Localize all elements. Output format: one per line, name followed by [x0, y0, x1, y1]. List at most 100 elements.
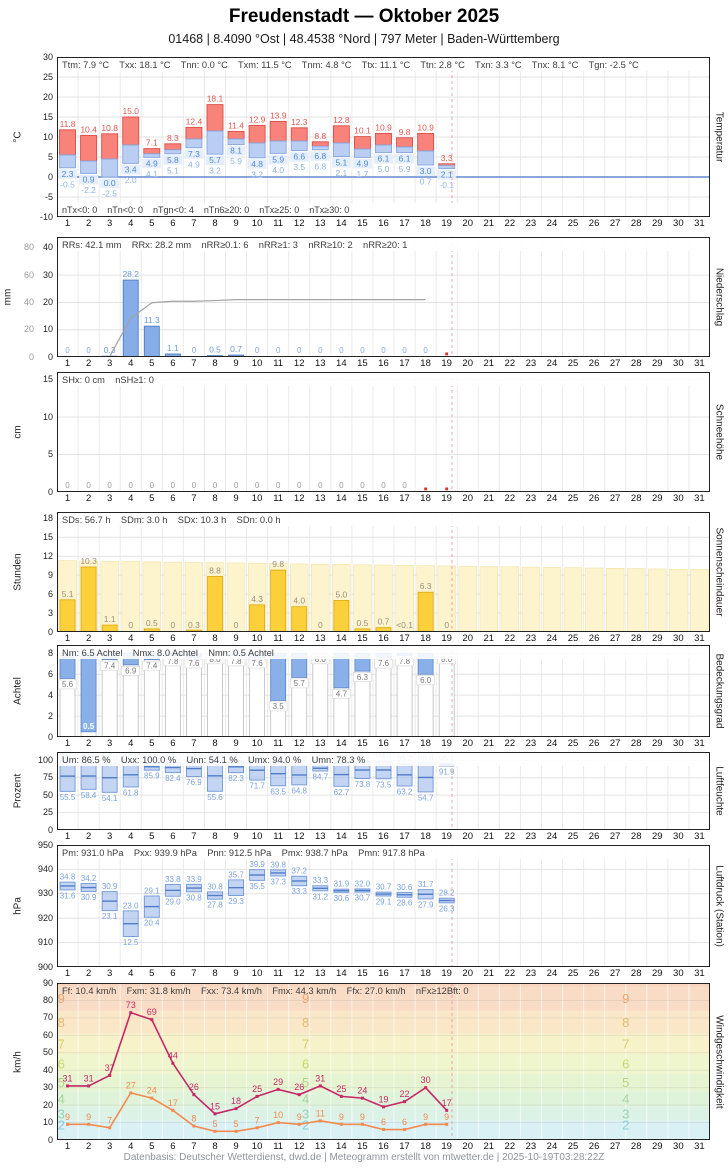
- svg-text:0: 0: [318, 620, 323, 630]
- day-tick: 28: [630, 218, 642, 229]
- svg-text:58.4: 58.4: [81, 791, 97, 800]
- svg-text:54.1: 54.1: [102, 794, 118, 803]
- svg-text:73.5: 73.5: [376, 780, 392, 789]
- y-tick2-niederschlag: 80: [23, 242, 34, 253]
- day-tick: 2: [85, 831, 92, 842]
- day-tick: 2: [85, 738, 92, 749]
- day-tick: 13: [314, 633, 326, 644]
- day-tick: 5: [149, 968, 155, 979]
- svg-text:22: 22: [400, 1089, 410, 1099]
- day-tick: 13: [314, 358, 326, 369]
- svg-text:23.1: 23.1: [102, 912, 118, 921]
- svg-text:19: 19: [378, 1094, 388, 1104]
- y-tick-windgeschwindigkeit: 0: [47, 1134, 53, 1145]
- svg-text:33.3: 33.3: [313, 876, 329, 885]
- day-tick: 25: [567, 633, 579, 644]
- day-tick: 24: [546, 358, 558, 369]
- day-tick: 25: [567, 1141, 579, 1152]
- day-tick: 28: [630, 968, 642, 979]
- svg-text:31.6: 31.6: [60, 891, 76, 900]
- day-tick: 29: [651, 1141, 663, 1152]
- panel-label-sonnenscheindauer: Sonnenscheindauer: [713, 527, 725, 617]
- svg-text:5.6: 5.6: [62, 680, 74, 689]
- svg-text:10.1: 10.1: [354, 126, 371, 136]
- day-tick: 6: [170, 738, 176, 749]
- day-tick: 17: [399, 831, 410, 842]
- day-tick: 7: [191, 738, 197, 749]
- y-tick-sonnenscheindauer: 3: [47, 607, 53, 618]
- day-tick: 15: [357, 358, 368, 369]
- day-tick: 22: [504, 738, 516, 749]
- day-tick: 22: [504, 831, 516, 842]
- svg-text:<0.1: <0.1: [396, 620, 413, 630]
- svg-text:nTx<0: 0 nTn<0: 0 nTgn<0: nTx<0: 0 nTn<0: 0 nTgn<0: 4 nTn6≥20: 0 n…: [62, 205, 349, 215]
- svg-text:4.3: 4.3: [251, 594, 263, 604]
- day-tick: 18: [420, 738, 431, 749]
- y-tick-niederschlag: 10: [42, 324, 53, 335]
- day-axis-niederschlag: 1 2 3 4 5 6 7 8 9 10 11 12 13 14 15 16 17 18 19 20 21 22 23 24 2…: [57, 358, 710, 369]
- day-tick: 19: [441, 358, 452, 369]
- day-tick: 15: [357, 968, 368, 979]
- svg-text:55.6: 55.6: [207, 793, 223, 802]
- svg-text:10.4: 10.4: [80, 124, 97, 134]
- day-tick: 8: [212, 968, 218, 979]
- svg-text:24: 24: [147, 1086, 157, 1096]
- svg-text:8.0: 8.0: [441, 655, 453, 664]
- svg-text:63.5: 63.5: [270, 787, 286, 796]
- day-tick: 19: [441, 968, 452, 979]
- svg-text:0: 0: [402, 481, 407, 490]
- svg-text:7: 7: [302, 1037, 309, 1052]
- day-tick: 4: [128, 1141, 134, 1152]
- day-tick: 3: [107, 738, 113, 749]
- day-tick: 29: [651, 831, 663, 842]
- svg-text:23.0: 23.0: [123, 901, 139, 910]
- svg-text:0: 0: [213, 481, 218, 490]
- svg-text:5.1: 5.1: [167, 165, 179, 175]
- svg-text:76.9: 76.9: [186, 778, 202, 787]
- svg-text:0: 0: [65, 481, 70, 490]
- day-tick: 22: [504, 633, 516, 644]
- y-tick-luftfeuchte: 75: [42, 772, 53, 783]
- panel-label-niederschlag: Niederschlag: [713, 267, 725, 327]
- y-tick-luftfeuchte: 0: [47, 824, 53, 835]
- svg-text:5: 5: [58, 1075, 65, 1090]
- svg-text:SDs: 56.7 h SDm: 3.0 h S: SDs: 56.7 h SDm: 3.0 h SDx: 10.3 h SDn: …: [62, 515, 281, 525]
- y-tick-bedeckungsgrad: 6: [47, 668, 53, 679]
- y-tick-niederschlag: 30: [42, 269, 53, 280]
- day-tick: 31: [694, 358, 705, 369]
- day-tick: 9: [233, 358, 239, 369]
- day-tick: 27: [609, 493, 621, 504]
- svg-text:7.6: 7.6: [188, 659, 200, 668]
- day-tick: 8: [212, 493, 218, 504]
- svg-text:13.9: 13.9: [270, 110, 287, 120]
- day-tick: 27: [609, 1141, 621, 1152]
- day-tick: 5: [149, 633, 155, 644]
- svg-text:5.9: 5.9: [230, 156, 242, 166]
- day-axis-sonnenscheindauer: 1 2 3 4 5 6 7 8 9 10 11 12 13 14 15 16 17 18 19 20 21 22 23 24 2…: [57, 633, 710, 644]
- day-tick: 29: [651, 738, 663, 749]
- day-tick: 27: [609, 968, 621, 979]
- svg-text:25: 25: [336, 1084, 346, 1094]
- day-tick: 21: [483, 493, 495, 504]
- day-tick: 14: [336, 738, 347, 749]
- svg-text:9: 9: [302, 991, 309, 1006]
- svg-text:37: 37: [105, 1063, 115, 1073]
- day-tick: 5: [149, 493, 155, 504]
- svg-text:6: 6: [402, 1117, 407, 1127]
- day-tick: 6: [170, 633, 176, 644]
- svg-text:6.3: 6.3: [420, 581, 432, 591]
- day-tick: 23: [525, 1141, 537, 1152]
- svg-text:5.0: 5.0: [378, 164, 390, 174]
- y-tick-sonnenscheindauer: 9: [47, 569, 53, 580]
- y-tick-temperatur: 20: [42, 91, 53, 102]
- svg-text:6: 6: [622, 1057, 629, 1072]
- day-tick: 14: [336, 218, 347, 229]
- svg-text:7: 7: [107, 1115, 112, 1125]
- day-tick: 7: [191, 968, 197, 979]
- svg-text:0: 0: [381, 481, 386, 490]
- day-tick: 2: [85, 493, 92, 504]
- svg-text:91.9: 91.9: [439, 767, 455, 776]
- svg-text:71.7: 71.7: [249, 782, 265, 791]
- svg-text:0.5: 0.5: [146, 618, 158, 628]
- day-tick: 15: [357, 738, 368, 749]
